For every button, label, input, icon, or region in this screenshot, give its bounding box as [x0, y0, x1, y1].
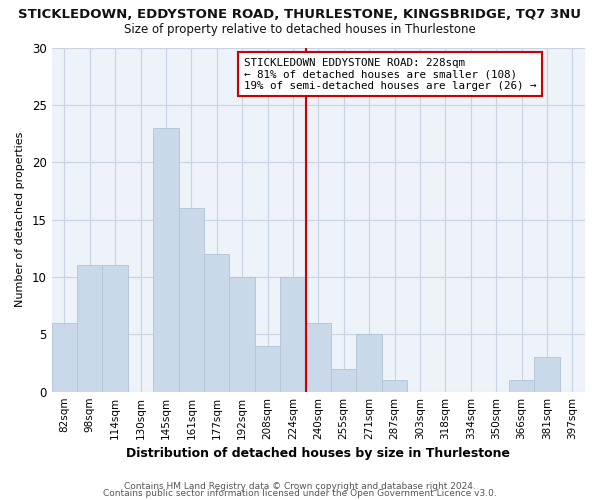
Text: STICKLEDOWN EDDYSTONE ROAD: 228sqm
← 81% of detached houses are smaller (108)
19: STICKLEDOWN EDDYSTONE ROAD: 228sqm ← 81%…	[244, 58, 536, 91]
Bar	[52, 323, 77, 392]
Bar	[534, 358, 560, 392]
Bar	[280, 277, 305, 392]
Bar	[179, 208, 204, 392]
Bar	[356, 334, 382, 392]
Bar	[305, 323, 331, 392]
Y-axis label: Number of detached properties: Number of detached properties	[15, 132, 25, 308]
Bar	[229, 277, 255, 392]
Bar	[204, 254, 229, 392]
Bar	[255, 346, 280, 392]
Text: Size of property relative to detached houses in Thurlestone: Size of property relative to detached ho…	[124, 22, 476, 36]
Text: Contains HM Land Registry data © Crown copyright and database right 2024.: Contains HM Land Registry data © Crown c…	[124, 482, 476, 491]
Bar	[77, 266, 103, 392]
Bar	[153, 128, 179, 392]
Bar	[331, 368, 356, 392]
Text: Contains public sector information licensed under the Open Government Licence v3: Contains public sector information licen…	[103, 490, 497, 498]
X-axis label: Distribution of detached houses by size in Thurlestone: Distribution of detached houses by size …	[127, 447, 511, 460]
Bar	[103, 266, 128, 392]
Bar	[382, 380, 407, 392]
Text: STICKLEDOWN, EDDYSTONE ROAD, THURLESTONE, KINGSBRIDGE, TQ7 3NU: STICKLEDOWN, EDDYSTONE ROAD, THURLESTONE…	[19, 8, 581, 20]
Bar	[509, 380, 534, 392]
